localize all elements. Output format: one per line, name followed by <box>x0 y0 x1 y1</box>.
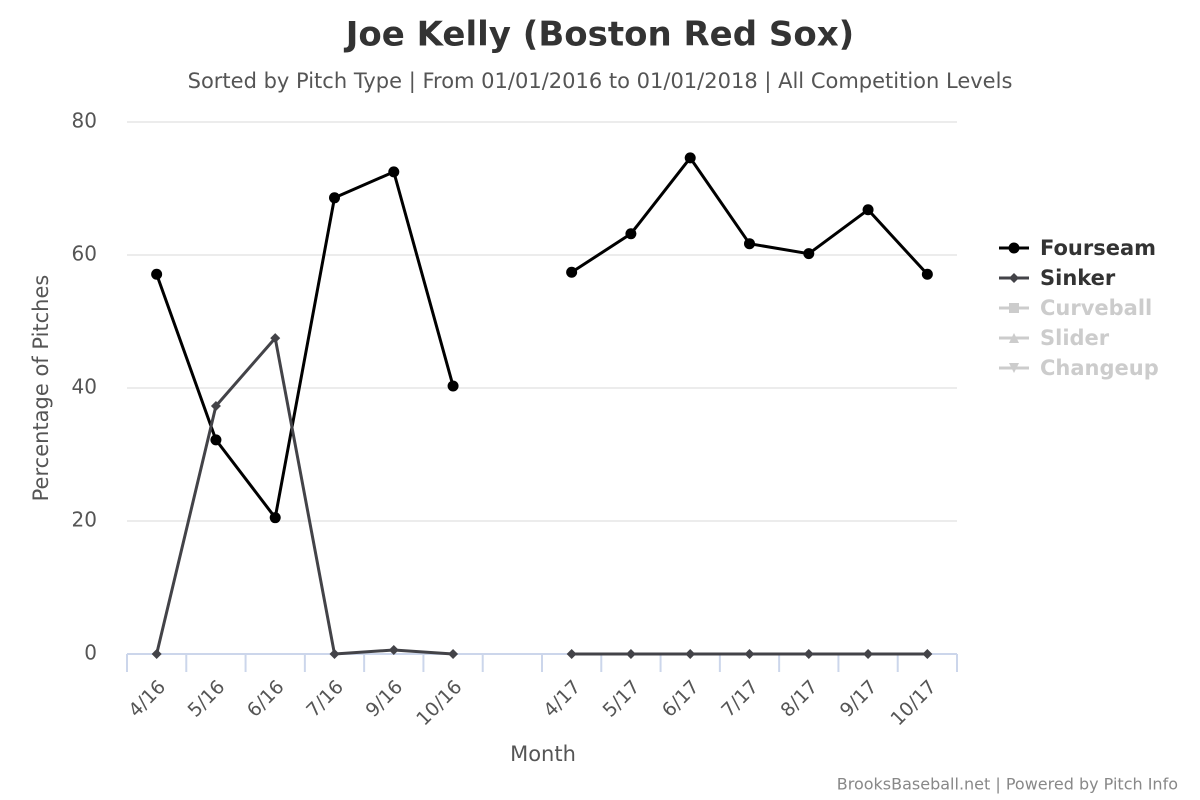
legend-label: Sinker <box>1040 266 1116 290</box>
legend-label: Curveball <box>1040 296 1152 320</box>
legend-marker <box>1009 333 1019 343</box>
point <box>210 400 221 411</box>
point <box>210 434 222 446</box>
point <box>803 649 814 659</box>
point <box>625 649 636 659</box>
point <box>447 380 459 392</box>
credits: BrooksBaseball.net | Powered by Pitch In… <box>837 775 1178 794</box>
point <box>448 649 459 659</box>
y-axis-title: Percentage of Pitches <box>29 275 53 502</box>
point <box>151 268 163 280</box>
chart-subtitle: Sorted by Pitch Type | From 01/01/2016 t… <box>188 69 1013 94</box>
legend-marker <box>1009 273 1019 283</box>
point <box>625 228 637 240</box>
point <box>269 512 281 524</box>
point <box>803 248 815 260</box>
point <box>388 166 400 178</box>
point <box>329 192 340 204</box>
legend-marker <box>1009 303 1019 313</box>
point <box>744 238 755 250</box>
point <box>566 649 577 659</box>
point <box>862 204 874 216</box>
y-tick-label: 0 <box>84 641 97 665</box>
x-axis-title: Month <box>510 742 576 766</box>
point <box>329 649 340 659</box>
point <box>922 649 933 659</box>
legend-label: Fourseam <box>1040 236 1156 260</box>
point <box>684 152 696 164</box>
point <box>151 649 162 659</box>
point <box>685 649 696 659</box>
point <box>270 333 281 344</box>
y-tick-label: 20 <box>72 508 97 532</box>
legend-marker <box>1008 242 1020 254</box>
legend-label: Slider <box>1040 326 1110 350</box>
legend-label: Changeup <box>1040 356 1159 380</box>
y-tick-label: 80 <box>72 109 97 133</box>
point <box>744 649 755 659</box>
point <box>388 645 399 656</box>
legend-marker <box>1009 363 1019 373</box>
point <box>921 268 933 280</box>
y-tick-label: 60 <box>72 242 97 266</box>
point <box>566 266 578 278</box>
y-tick-label: 40 <box>72 375 97 399</box>
chart-title: Joe Kelly (Boston Red Sox) <box>344 15 854 55</box>
point <box>863 649 874 659</box>
